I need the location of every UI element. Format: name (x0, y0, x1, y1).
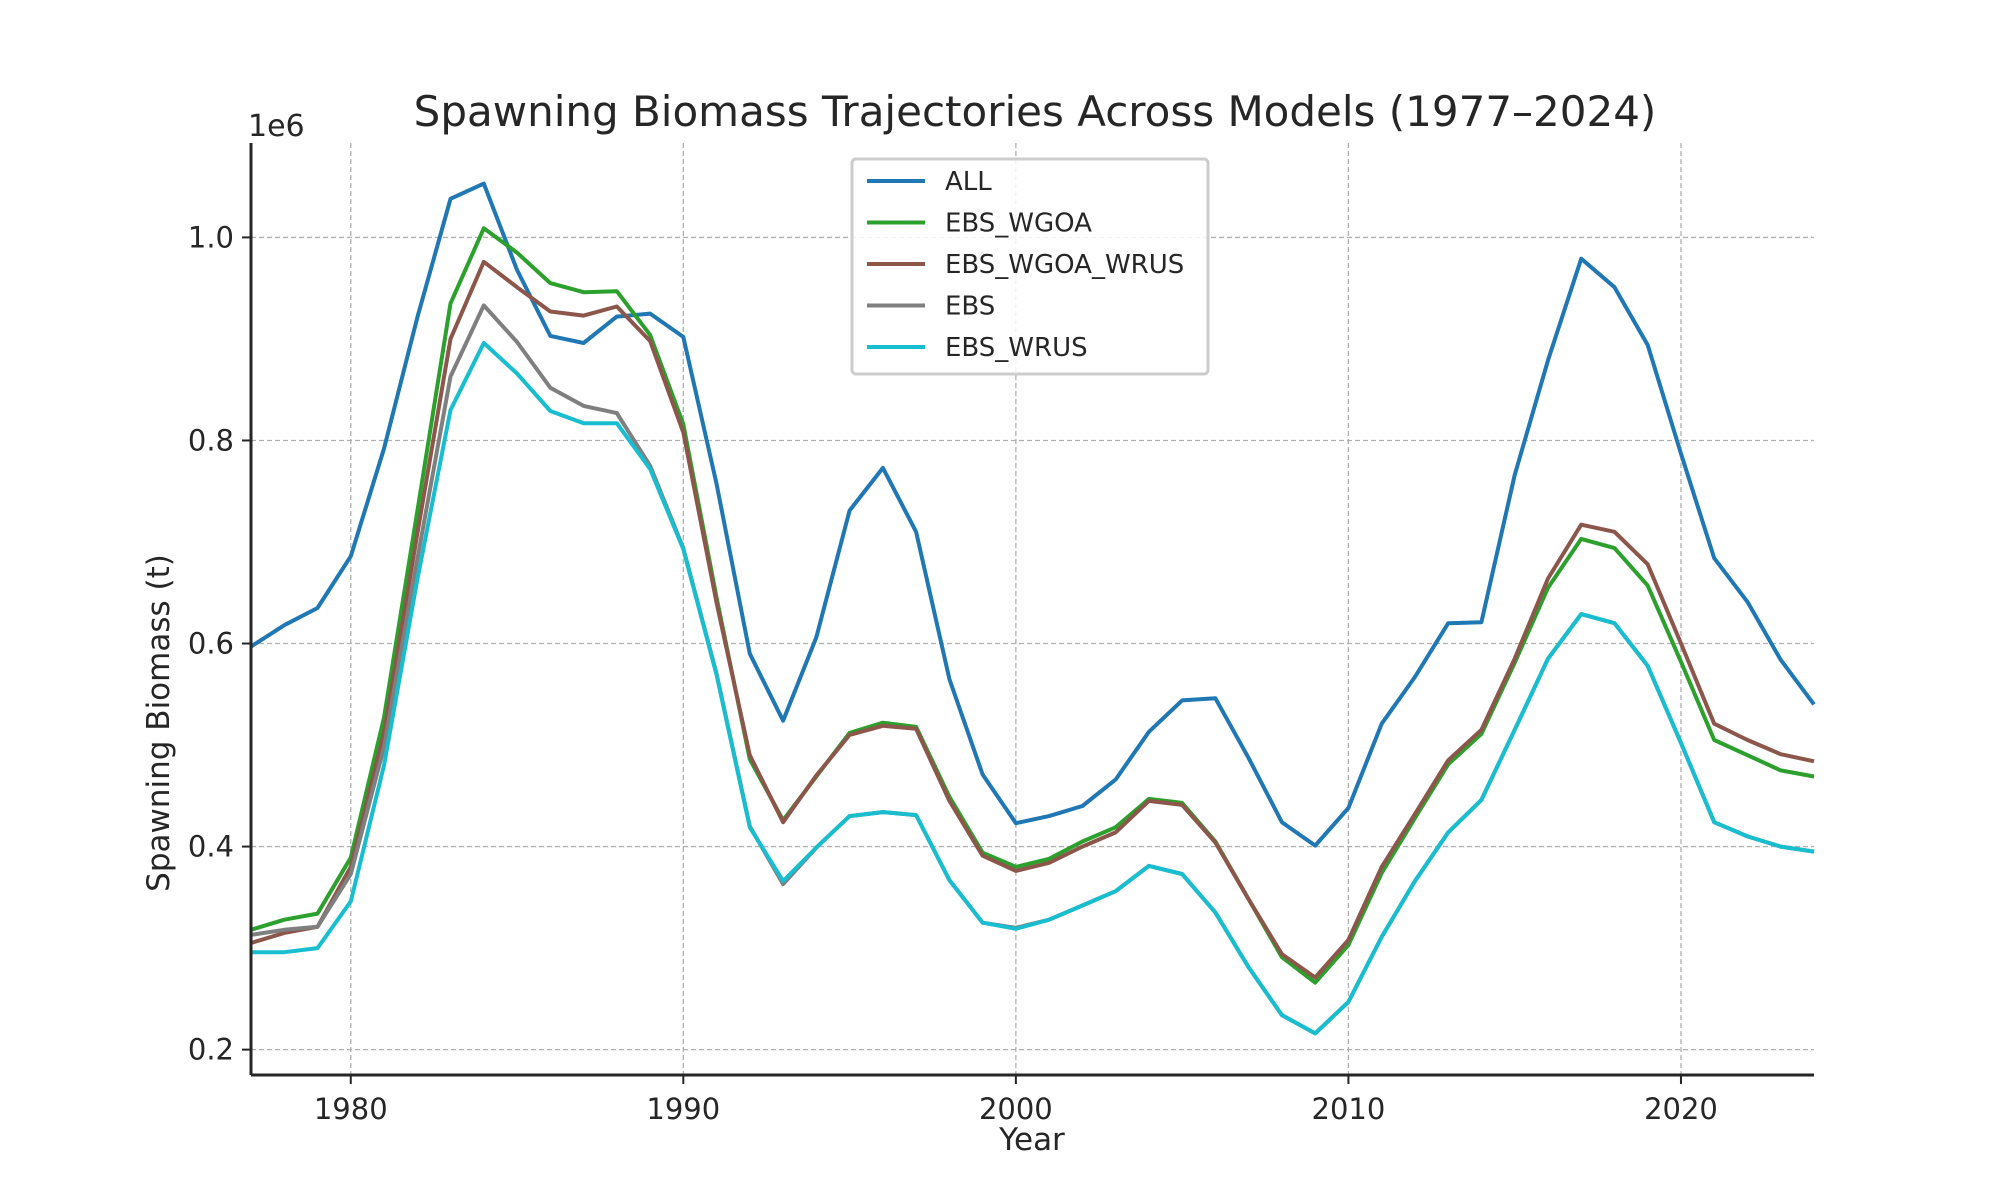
legend-label: EBS_WRUS (945, 333, 1088, 363)
series-lines (249, 181, 1816, 1036)
y-tick-label: 0.6 (188, 627, 234, 661)
legend-label: ALL (945, 167, 992, 197)
legend-label: EBS (945, 292, 995, 322)
legend-label: EBS_WGOA_WRUS (945, 250, 1184, 280)
ticks: 1980 1990 2000 2010 2020 0.2 0.4 0.6 0.8 1.0 (188, 220, 1718, 1126)
y-tick-label: 0.2 (188, 1033, 234, 1067)
legend-label: EBS_WGOA (945, 209, 1092, 239)
legend-frame (850, 157, 1210, 376)
series-line-all (249, 181, 1816, 848)
x-tick-label: 1980 (314, 1092, 388, 1126)
chart-title: Spawning Biomass Trajectories Across Mod… (414, 87, 1657, 136)
y-axis-label: Spawning Biomass (t) (141, 554, 177, 892)
series-line-ebs-wgoa-wrus (250, 259, 1815, 980)
x-tick-label: 2010 (1312, 1092, 1386, 1126)
series-line-ebs-wgoa (250, 226, 1815, 985)
x-tick-label: 1990 (646, 1092, 720, 1126)
x-axis-label: Year (998, 1122, 1065, 1158)
x-tick-label: 2020 (1644, 1092, 1718, 1126)
series-line-ebs-wrus (251, 341, 1815, 1036)
x-tick-label: 2000 (979, 1092, 1053, 1126)
y-tick-label: 1.0 (188, 220, 234, 254)
y-tick-label: 0.4 (188, 830, 234, 864)
axes (249, 143, 1814, 1077)
y-offset-label: 1e6 (248, 109, 305, 144)
legend: ALL EBS_WGOA EBS_WGOA_WRUS EBS EBS_WRUS (850, 157, 1210, 376)
y-tick-label: 0.8 (188, 423, 234, 457)
